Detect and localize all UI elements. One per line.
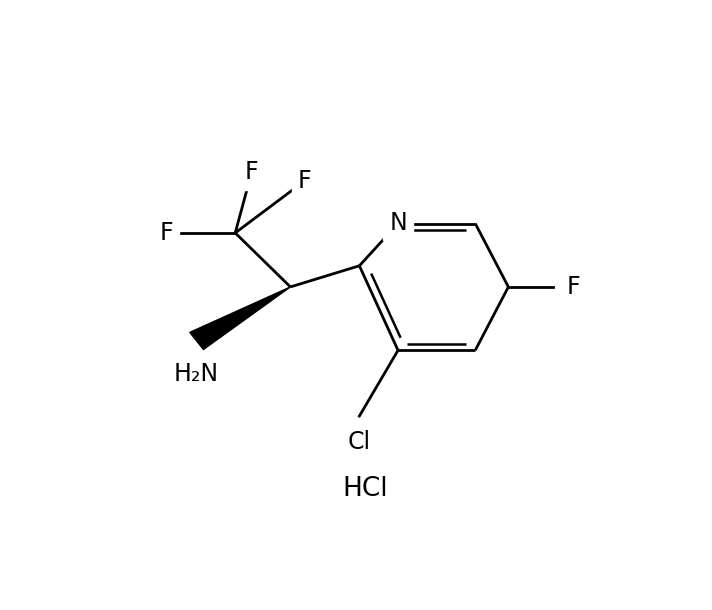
- Text: F: F: [159, 221, 173, 245]
- Text: H₂N: H₂N: [174, 362, 219, 386]
- Text: F: F: [298, 169, 311, 193]
- Text: Cl: Cl: [348, 430, 371, 454]
- Polygon shape: [190, 287, 290, 350]
- Text: HCl: HCl: [342, 476, 388, 502]
- Text: N: N: [389, 210, 407, 235]
- Text: F: F: [566, 275, 580, 299]
- Text: F: F: [245, 160, 258, 184]
